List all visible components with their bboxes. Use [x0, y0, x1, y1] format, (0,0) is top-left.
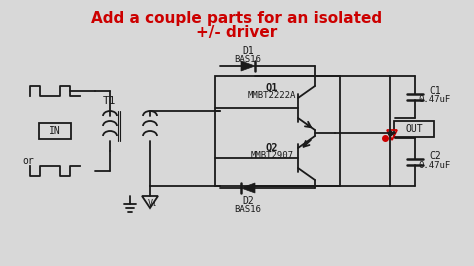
- Text: Q2: Q2: [266, 143, 278, 153]
- Text: D1: D1: [242, 46, 254, 56]
- Text: C2: C2: [429, 151, 441, 161]
- Text: D2: D2: [242, 196, 254, 206]
- Text: 0.47uF: 0.47uF: [419, 95, 451, 105]
- Text: Add a couple parts for an isolated: Add a couple parts for an isolated: [91, 10, 383, 26]
- Text: +/- driver: +/- driver: [196, 24, 278, 39]
- Text: T1: T1: [103, 96, 117, 106]
- Text: V₁: V₁: [148, 200, 158, 209]
- Bar: [215, 76, 340, 186]
- Text: Q1: Q1: [266, 83, 278, 93]
- Text: BAS16: BAS16: [235, 205, 262, 214]
- Text: MMBT2907: MMBT2907: [250, 152, 293, 160]
- Text: 0.47uF: 0.47uF: [419, 160, 451, 169]
- Text: OUT: OUT: [405, 124, 423, 134]
- Text: BAS16: BAS16: [235, 55, 262, 64]
- Text: or: or: [22, 156, 34, 166]
- Polygon shape: [241, 61, 255, 71]
- Text: C1: C1: [429, 86, 441, 96]
- Text: IN: IN: [49, 126, 61, 136]
- Text: MMBT2222A: MMBT2222A: [248, 92, 296, 101]
- Polygon shape: [241, 183, 255, 193]
